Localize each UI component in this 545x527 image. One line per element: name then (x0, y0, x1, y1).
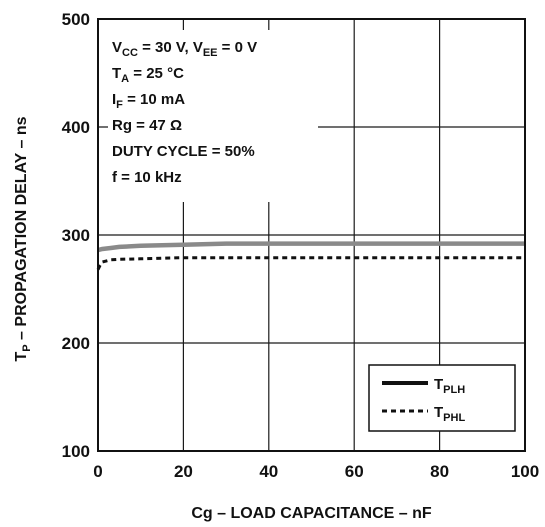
x-tick-label: 0 (93, 462, 102, 481)
y-tick-label: 300 (62, 226, 90, 245)
y-axis-title-rest: – PROPAGATION DELAY – ns (13, 116, 30, 344)
plot-frame (97, 18, 526, 452)
y-tick-label: 100 (62, 442, 90, 461)
legend-box (368, 364, 516, 432)
condition-text-part: Rg = 47 Ω (112, 117, 182, 134)
condition-line: VCC = 30 V, VEE = 0 V (112, 39, 257, 59)
x-tick-label: 100 (511, 462, 539, 481)
legend-label-subscript: PLH (443, 384, 465, 396)
y-axis-title-main: T (13, 352, 30, 362)
legend-label-0: TPLH (434, 376, 465, 396)
legend-label-main: T (434, 404, 443, 421)
y-axis-title-subscript: P (21, 344, 33, 351)
condition-subscript: A (121, 73, 129, 85)
condition-text-part: T (112, 65, 121, 82)
condition-text-part: = 25 °C (129, 65, 184, 82)
legend-label-1: TPHL (434, 404, 465, 424)
x-tick-label: 80 (430, 462, 449, 481)
condition-subscript: F (116, 99, 123, 111)
series-lines (96, 241, 525, 271)
legend-label-subscript: PHL (443, 412, 465, 424)
series-line-0 (97, 241, 525, 253)
condition-text-part: = 30 V, V (138, 39, 203, 56)
x-tick-label: 40 (259, 462, 278, 481)
condition-line: IF = 10 mA (112, 91, 185, 111)
condition-text-part: f = 10 kHz (112, 169, 182, 186)
legend-label-main: T (434, 376, 443, 393)
x-tick-label: 60 (345, 462, 364, 481)
test-conditions: VCC = 30 V, VEE = 0 V TA = 25 °C IF = 10 m… (108, 30, 318, 202)
x-axis-title: Cg – LOAD CAPACITANCE – nF (191, 505, 432, 522)
condition-text-part: V (112, 39, 122, 56)
series-line-1 (96, 256, 525, 271)
condition-line: TA = 25 °C (112, 65, 184, 85)
condition-subscript: CC (122, 47, 138, 59)
tick-labels: 0 20 40 60 80 100 100 200 300 400 500 (62, 10, 540, 481)
condition-text-part: DUTY CYCLE = 50% (112, 143, 255, 160)
condition-text-part: = 10 mA (123, 91, 185, 108)
y-tick-label: 500 (62, 10, 90, 29)
x-tick-label: 20 (174, 462, 193, 481)
condition-text-part: = 0 V (218, 39, 258, 56)
conditions-background (108, 30, 318, 202)
condition-line: Rg = 47 Ω (112, 117, 182, 134)
condition-line: DUTY CYCLE = 50% (112, 143, 255, 160)
y-tick-label: 200 (62, 334, 90, 353)
condition-line: f = 10 kHz (112, 169, 182, 186)
condition-subscript: EE (203, 47, 218, 59)
y-axis-title: TP – PROPAGATION DELAY – ns (13, 116, 33, 361)
y-tick-label: 400 (62, 118, 90, 137)
condition-text-part: I (112, 91, 116, 108)
